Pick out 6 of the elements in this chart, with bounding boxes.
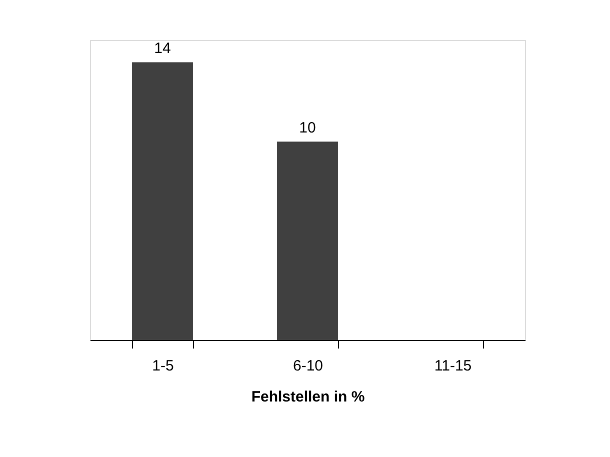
x-tick-label: 6-10	[292, 358, 324, 374]
data-label: 10	[299, 120, 316, 137]
data-label: 14	[154, 40, 171, 58]
x-tick-label: 1-5	[152, 358, 174, 374]
x-axis-title: Fehlstellen in %	[251, 388, 365, 406]
x-tick-label: 11-15	[434, 358, 472, 374]
